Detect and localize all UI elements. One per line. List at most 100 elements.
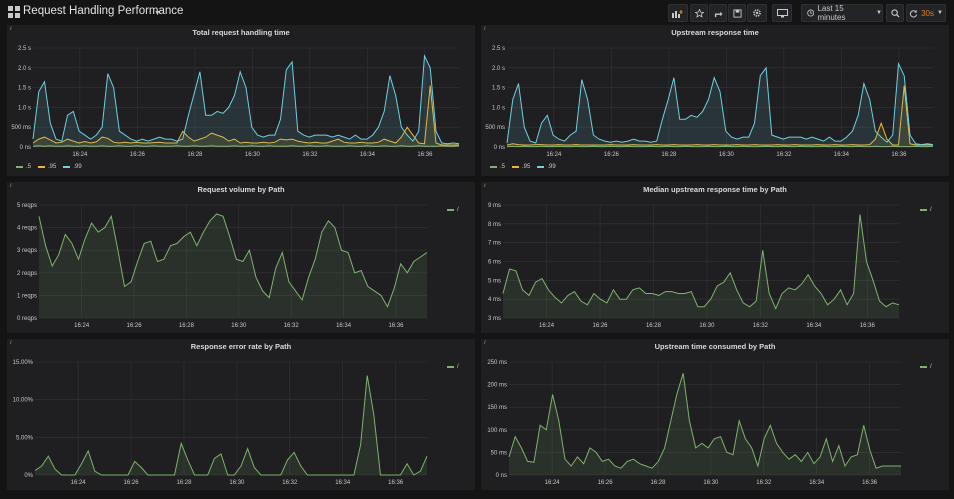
- panel-info-icon[interactable]: i: [484, 340, 486, 346]
- series-area-path: [509, 373, 901, 475]
- panel-title[interactable]: Upstream response time: [671, 28, 759, 37]
- legend-item-p50[interactable]: .5: [500, 164, 506, 170]
- panel-title[interactable]: Upstream time consumed by Path: [654, 342, 776, 351]
- legend-item-p99[interactable]: .99: [547, 164, 556, 170]
- y-tick-label: 50 ms: [491, 450, 507, 456]
- x-tick-label: 16:24: [74, 323, 90, 329]
- y-tick-label: 9 ms: [488, 203, 501, 209]
- panel-info-icon[interactable]: i: [10, 340, 12, 346]
- x-tick-label: 16:36: [860, 323, 876, 329]
- y-tick-label: 5 ms: [488, 278, 501, 284]
- series-line-path: [508, 373, 901, 469]
- x-tick-label: 16:36: [388, 480, 404, 486]
- x-tick-label: 16:28: [650, 480, 666, 486]
- settings-button[interactable]: [747, 4, 767, 22]
- legend-item-path[interactable]: /: [930, 364, 932, 370]
- legend-item-p99[interactable]: .99: [73, 164, 82, 170]
- legend-item-p50[interactable]: .5: [26, 164, 32, 170]
- x-tick-label: 16:32: [284, 323, 300, 329]
- series-line-p95: [506, 85, 933, 146]
- y-tick-label: 1.5 s: [492, 86, 505, 92]
- star-button[interactable]: [690, 4, 708, 22]
- panel-median-upstream-response-time-by-path: i Median upstream response time by Path …: [481, 182, 949, 333]
- x-tick-label: 16:36: [417, 152, 433, 158]
- panel-info-icon[interactable]: i: [484, 26, 486, 32]
- search-icon: [890, 8, 900, 18]
- y-tick-label: 250 ms: [487, 360, 507, 366]
- save-icon: [732, 8, 742, 18]
- zoom-out-button[interactable]: [886, 4, 904, 22]
- series-line-p99: [32, 54, 460, 145]
- legend-item-path[interactable]: /: [457, 207, 459, 213]
- panel-title[interactable]: Total request handling time: [192, 28, 290, 37]
- x-tick-label: 16:34: [335, 480, 351, 486]
- y-tick-label: 1 reqps: [17, 293, 37, 299]
- x-tick-label: 16:34: [809, 480, 825, 486]
- series-area-path: [39, 214, 427, 318]
- series-area-p99: [507, 63, 933, 147]
- x-tick-label: 16:32: [776, 152, 792, 158]
- y-tick-label: 3 reqps: [17, 248, 37, 254]
- legend-item-path[interactable]: /: [930, 207, 932, 213]
- x-tick-label: 16:26: [598, 480, 614, 486]
- x-tick-label: 16:26: [124, 480, 140, 486]
- y-tick-label: 500 ms: [485, 125, 505, 131]
- y-tick-label: 0 ns: [496, 473, 507, 479]
- legend-item-p95[interactable]: .95: [522, 164, 531, 170]
- y-tick-label: 500 ms: [11, 125, 31, 131]
- series-line-path: [34, 375, 428, 476]
- legend-item-p95[interactable]: .95: [48, 164, 57, 170]
- share-icon: [714, 11, 723, 17]
- chart-upstream-time-consumed-by-path: 0 ns 50 ms 100 ms 150 ms 200 ms 250 ms 16:24 16…: [487, 360, 901, 486]
- y-tick-label: 2.5 s: [492, 46, 505, 52]
- panel-title[interactable]: Median upstream response time by Path: [643, 185, 787, 194]
- chart-upstream-response-time: 0 ns 500 ms 1.0 s 1.5 s 2.0 s 2.5 s 16:24 16:26…: [485, 46, 934, 158]
- chart-request-volume-by-path: 0 reqps 1 reqps 2 reqps 3 reqps 4 reqps 5 req…: [17, 203, 428, 329]
- x-tick-label: 16:34: [336, 323, 352, 329]
- y-tick-label: 100 ms: [487, 428, 507, 434]
- x-tick-label: 16:36: [891, 152, 907, 158]
- x-tick-label: 16:32: [756, 480, 772, 486]
- x-tick-label: 16:30: [703, 480, 719, 486]
- dashboard-title[interactable]: Request Handling Performance: [23, 5, 184, 17]
- series-area-path: [503, 214, 899, 318]
- y-tick-label: 2.5 s: [18, 46, 31, 52]
- series-line-p99: [506, 61, 934, 146]
- refresh-caret-icon: ▼: [936, 10, 943, 16]
- panel-upstream-response-time: i Upstream response time 0 ns 500 ms 1.0 s…: [481, 25, 949, 176]
- y-tick-label: 7 ms: [488, 241, 501, 247]
- chart-legend: /: [447, 207, 459, 213]
- x-tick-label: 16:24: [72, 152, 88, 158]
- dashboard-navbar: Request Handling Performance ▼ Last 15 m…: [0, 0, 954, 26]
- x-tick-label: 16:24: [71, 480, 87, 486]
- dashboards-grid-icon[interactable]: [8, 6, 20, 18]
- panel-info-icon[interactable]: i: [10, 26, 12, 32]
- panel-title[interactable]: Response error rate by Path: [190, 342, 292, 351]
- refresh-button[interactable]: 30s ▼: [906, 4, 946, 22]
- time-picker-button[interactable]: Last 15 minutes ▼: [801, 4, 883, 22]
- y-tick-label: 8 ms: [488, 222, 501, 228]
- y-tick-label: 1.5 s: [18, 86, 31, 92]
- time-picker-caret-icon: ▼: [876, 10, 882, 16]
- panel-request-volume-by-path: i Request volume by Path 0 reqps 1 reqps 2…: [7, 182, 475, 333]
- panel-info-icon[interactable]: i: [484, 183, 486, 189]
- chart-legend: /: [920, 207, 932, 213]
- add-panel-button[interactable]: [668, 4, 688, 22]
- x-tick-label: 16:28: [646, 323, 662, 329]
- panel-title[interactable]: Request volume by Path: [197, 185, 285, 194]
- chevron-down-icon[interactable]: ▼: [154, 10, 161, 17]
- y-tick-label: 200 ms: [487, 383, 507, 389]
- x-tick-label: 16:30: [229, 480, 245, 486]
- legend-swatch: [920, 366, 927, 368]
- legend-item-path[interactable]: /: [457, 364, 459, 370]
- x-tick-label: 16:26: [593, 323, 609, 329]
- x-tick-label: 16:34: [360, 152, 376, 158]
- tv-mode-button[interactable]: [772, 4, 792, 22]
- share-button[interactable]: [709, 4, 727, 22]
- panel-info-icon[interactable]: i: [10, 183, 12, 189]
- save-button[interactable]: [728, 4, 746, 22]
- panel-upstream-time-consumed-by-path: i Upstream time consumed by Path 0 ns 50 …: [481, 339, 949, 490]
- refresh-interval-label: 30s: [921, 8, 934, 18]
- y-tick-label: 1.0 s: [18, 105, 31, 111]
- series-line-path: [38, 213, 428, 308]
